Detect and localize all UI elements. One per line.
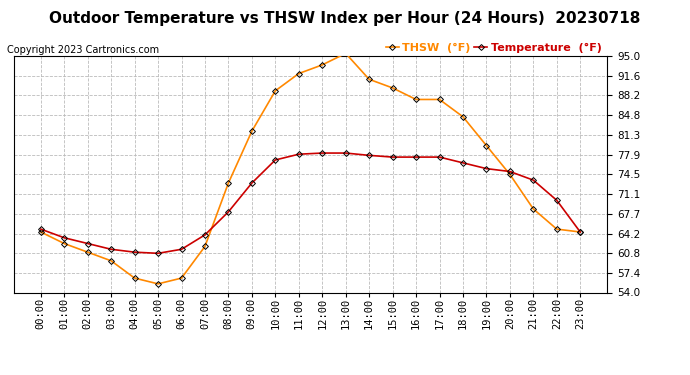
THSW  (°F) (201, 244, 209, 249)
Line: THSW  (°F): THSW (°F) (39, 51, 582, 286)
Temperature  (°F) (529, 178, 538, 182)
THSW  (°F) (224, 181, 233, 185)
Temperature  (°F) (318, 151, 326, 155)
Line: Temperature  (°F): Temperature (°F) (39, 151, 582, 255)
Temperature  (°F) (459, 160, 467, 165)
THSW  (°F) (318, 63, 326, 67)
THSW  (°F) (107, 258, 115, 263)
Temperature  (°F) (342, 151, 350, 155)
THSW  (°F) (130, 276, 139, 280)
THSW  (°F) (60, 241, 68, 246)
THSW  (°F) (177, 276, 186, 280)
THSW  (°F) (83, 250, 92, 254)
Temperature  (°F) (435, 155, 444, 159)
Text: Copyright 2023 Cartronics.com: Copyright 2023 Cartronics.com (7, 45, 159, 55)
Temperature  (°F) (224, 210, 233, 214)
THSW  (°F) (295, 71, 303, 76)
Temperature  (°F) (365, 153, 373, 158)
THSW  (°F) (388, 86, 397, 90)
THSW  (°F) (365, 77, 373, 81)
Temperature  (°F) (201, 232, 209, 237)
Temperature  (°F) (576, 230, 584, 234)
Temperature  (°F) (177, 247, 186, 252)
THSW  (°F) (248, 129, 256, 134)
THSW  (°F) (459, 114, 467, 119)
Temperature  (°F) (553, 198, 561, 202)
Temperature  (°F) (37, 227, 45, 231)
Temperature  (°F) (60, 236, 68, 240)
Temperature  (°F) (83, 241, 92, 246)
Temperature  (°F) (388, 155, 397, 159)
Temperature  (°F) (482, 166, 491, 171)
Temperature  (°F) (271, 158, 279, 162)
THSW  (°F) (576, 230, 584, 234)
THSW  (°F) (553, 227, 561, 231)
Temperature  (°F) (154, 251, 162, 256)
THSW  (°F) (412, 97, 420, 102)
THSW  (°F) (271, 88, 279, 93)
THSW  (°F) (342, 51, 350, 56)
Temperature  (°F) (248, 181, 256, 185)
THSW  (°F) (482, 143, 491, 148)
THSW  (°F) (529, 207, 538, 211)
THSW  (°F) (37, 230, 45, 234)
Temperature  (°F) (295, 152, 303, 156)
Temperature  (°F) (107, 247, 115, 252)
Temperature  (°F) (130, 250, 139, 254)
Text: Outdoor Temperature vs THSW Index per Hour (24 Hours)  20230718: Outdoor Temperature vs THSW Index per Ho… (49, 11, 641, 26)
THSW  (°F) (154, 282, 162, 286)
Temperature  (°F) (506, 169, 514, 174)
Temperature  (°F) (412, 155, 420, 159)
Legend: THSW  (°F), Temperature  (°F): THSW (°F), Temperature (°F) (386, 43, 602, 53)
THSW  (°F) (435, 97, 444, 102)
THSW  (°F) (506, 172, 514, 177)
